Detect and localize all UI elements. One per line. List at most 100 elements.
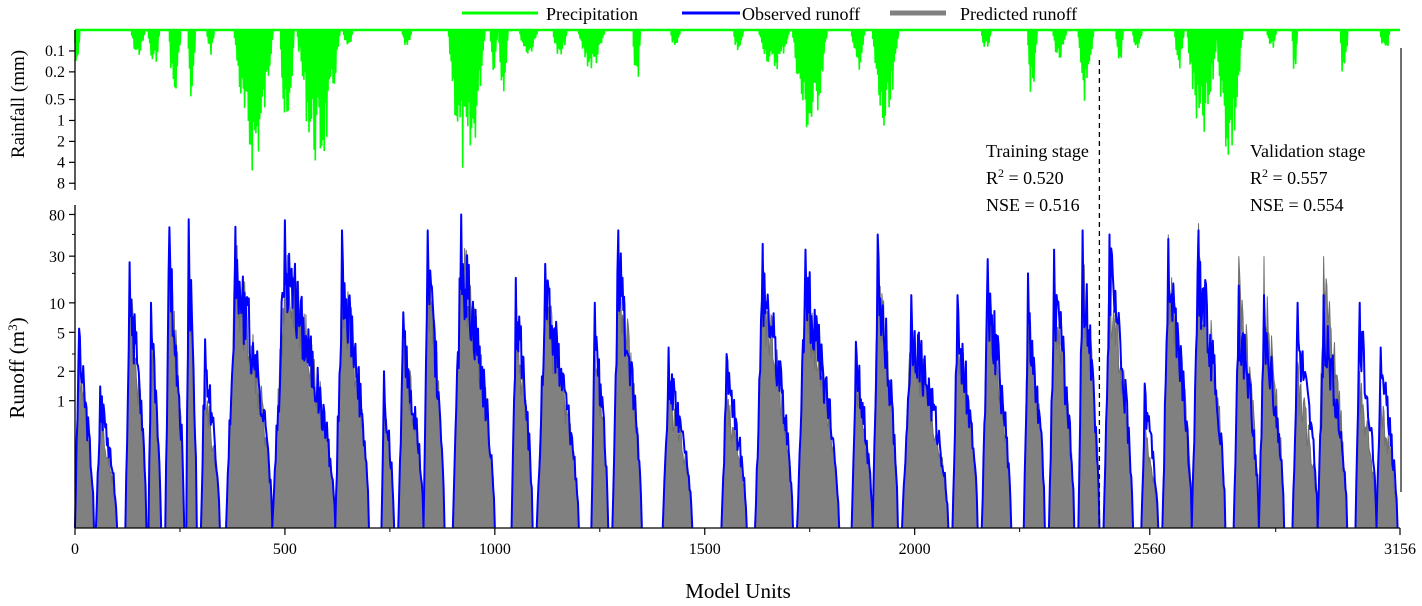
observed-runoff-line [1048,248,1076,528]
runoff-event [590,301,610,529]
rainfall-burst [519,29,539,54]
rainfall-spikes [1077,29,1095,101]
runoff-event [1102,233,1134,529]
observed-runoff-line [1316,294,1349,528]
runoff-tick-label: 10 [49,296,65,313]
predicted-runoff-area [1161,234,1193,529]
rainfall-burst [498,29,509,92]
observed-runoff-line [1140,382,1160,528]
runoff-event [1022,272,1046,529]
rainfall-spikes [1174,29,1185,69]
rainfall-spikes [871,29,900,126]
rainfall-burst [233,29,274,171]
x-tick-label: 0 [71,541,79,558]
observed-runoff-line [510,276,534,528]
runoff-event [451,213,496,529]
rainfall-burst [632,29,642,77]
runoff-event [871,233,899,529]
rainfall-spikes [401,29,413,45]
rainfall-burst [147,29,161,62]
training-r2-label: R2 = 0.520 [986,166,1064,188]
runoff-event [164,226,186,529]
rainfall-tick-label: 2 [57,133,65,150]
runoff-event [1077,229,1101,529]
runoff-event [271,219,337,529]
predicted-runoff-area [452,220,496,529]
rainfall-tick-label: 0.1 [45,43,65,60]
validation-r2-label: R2 = 0.557 [1250,166,1328,188]
runoff-event [185,218,198,529]
predicted-runoff-area [271,226,336,529]
observed-runoff-line [754,242,794,528]
rainfall-burst [342,29,354,45]
runoff-event [980,258,1013,529]
rainfall-spikes [498,29,509,92]
runoff-tick-label: 5 [57,325,65,342]
rainfall-burst [279,29,295,113]
rainfall-spikes [758,29,791,70]
rainfall-spikes [578,29,606,69]
rainfall-tick-label: 8 [57,175,65,192]
runoff-event [1375,346,1399,529]
validation-annotation: Validation stage R2 = 0.557 NSE = 0.554 [1250,141,1365,215]
x-axis-title: Model Units [685,579,791,603]
runoff-event [611,229,643,529]
x-tick-label: 2000 [899,541,931,558]
observed-runoff-line [1161,237,1193,528]
training-nse-label: NSE = 0.516 [986,195,1080,215]
rainfall-spikes [74,29,81,61]
rainfall-burst [74,29,81,61]
rainfall-spikes [850,29,866,70]
runoff-event [661,346,694,529]
rainfall-spikes [1291,29,1299,69]
legend: Precipitation Observed runoff Predicted … [462,4,1077,24]
rainfall-burst [206,29,215,55]
rainfall-burst [871,29,900,126]
rainfall-burst [1132,29,1143,49]
rainfall-burst [1266,29,1278,48]
observed-runoff-line [1375,346,1399,528]
rainfall-spikes [233,29,274,171]
predicted-runoff-area [901,312,949,529]
predicted-runoff-area [1355,371,1377,529]
observed-runoff-line [334,229,370,528]
x-tick-label: 500 [273,541,297,558]
rainfall-spikes [552,29,568,55]
rainfall-burst [670,29,681,45]
rainfall-burst [1291,29,1299,69]
observed-runoff-line [422,229,446,528]
observed-runoff-line [611,229,643,528]
predicted-runoff-area [796,263,840,529]
runoff-event [1354,301,1378,529]
runoff-event [1291,301,1319,529]
observed-runoff-line [380,370,396,528]
rainfall-burst [1115,29,1124,59]
rainfall-burst [187,29,197,97]
observed-runoff-line [1022,272,1046,528]
observed-runoff-line [200,338,221,528]
rainfall-burst [130,29,146,55]
predicted-runoff-area [225,234,273,529]
runoff-event [200,338,221,529]
x-tick-label: 3156 [1384,541,1416,558]
observed-runoff-line [185,218,198,528]
rainfall-spikes [1186,29,1219,132]
rainfall-axis-title: Rainfall (mm) [8,50,29,158]
observed-runoff-line [661,346,694,528]
runoff-event [124,261,148,529]
observed-runoff-line [1354,301,1378,528]
rainfall-spikes [489,29,499,70]
rainfall-spikes [147,29,161,62]
rainfall-burst [792,29,828,128]
rainfall-spikes [1115,29,1124,59]
observed-runoff-line [124,261,148,528]
rainfall-spikes [1216,29,1244,155]
rainfall-spikes [342,29,354,45]
rainfall-spikes [519,29,539,54]
observed-runoff-line [720,353,748,528]
rainfall-spikes [670,29,681,45]
observed-runoff-line [590,301,610,528]
rainfall-spikes [981,29,992,47]
rainfall-burst [578,29,606,69]
